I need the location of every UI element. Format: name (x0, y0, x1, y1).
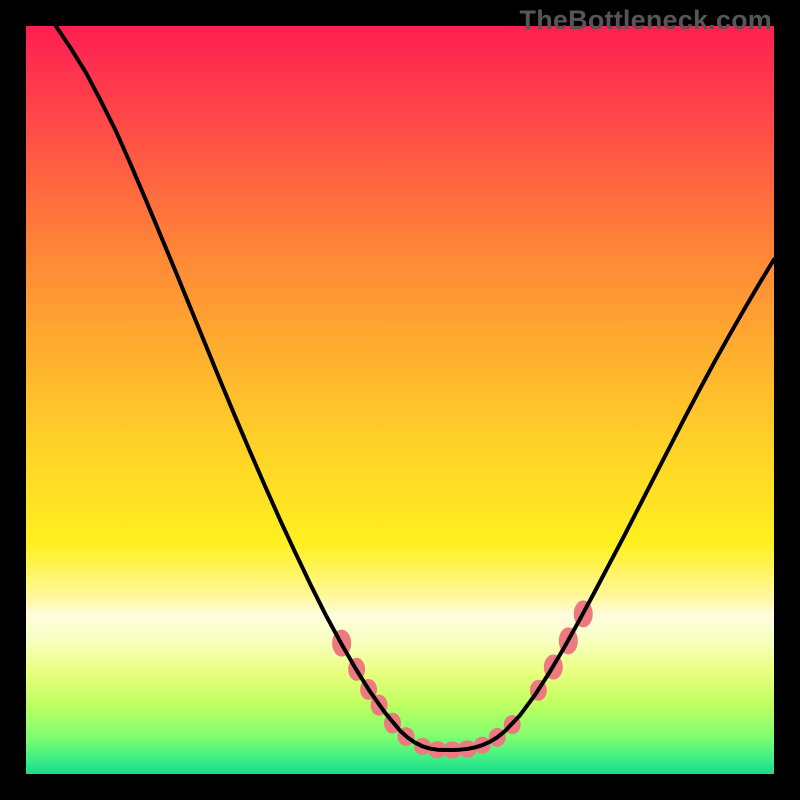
v-curve (56, 26, 774, 750)
watermark-text: TheBottleneck.com (520, 5, 772, 36)
curve-markers (333, 601, 593, 758)
chart-overlay (0, 0, 800, 800)
